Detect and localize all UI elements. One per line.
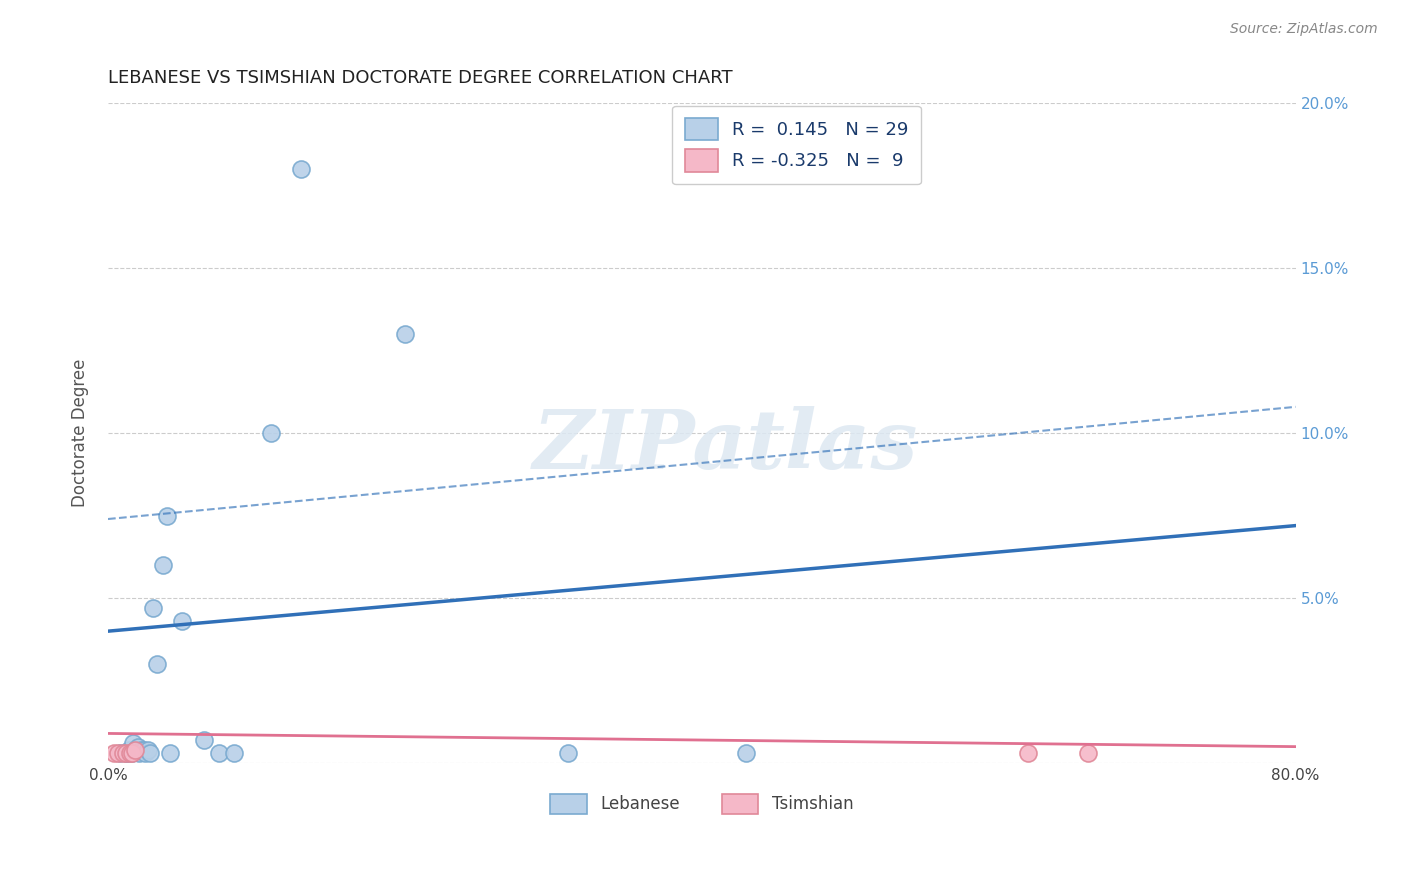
Point (122, 736, 145, 750)
Point (141, 601, 163, 615)
Point (107, 746, 129, 760)
Point (394, 327, 416, 342)
Point (290, 162, 312, 177)
Point (1017, 746, 1039, 760)
Point (121, 746, 143, 760)
Point (159, 746, 181, 760)
Point (114, 746, 136, 760)
Point (111, 746, 134, 760)
Legend: Lebanese, Tsimshian: Lebanese, Tsimshian (544, 787, 860, 821)
Point (103, 746, 125, 760)
Point (172, 614, 194, 628)
Point (152, 558, 174, 573)
Point (735, 746, 758, 760)
Point (128, 746, 150, 760)
Point (138, 746, 160, 760)
Point (117, 746, 139, 760)
Point (156, 508, 179, 523)
Point (118, 743, 141, 757)
Point (124, 743, 146, 757)
Point (260, 426, 283, 441)
Text: LEBANESE VS TSIMSHIAN DOCTORATE DEGREE CORRELATION CHART: LEBANESE VS TSIMSHIAN DOCTORATE DEGREE C… (108, 69, 733, 87)
Y-axis label: Doctorate Degree: Doctorate Degree (72, 359, 89, 508)
Point (208, 746, 231, 760)
Point (136, 743, 159, 757)
Point (224, 746, 246, 760)
Point (193, 733, 215, 747)
Point (114, 746, 136, 760)
Text: ZIPatlas: ZIPatlas (533, 407, 918, 486)
Point (108, 746, 131, 760)
Point (127, 739, 149, 754)
Point (146, 657, 169, 672)
Point (121, 746, 143, 760)
Point (557, 746, 579, 760)
Point (120, 746, 142, 760)
Point (125, 743, 148, 757)
Point (124, 743, 146, 757)
Point (129, 743, 152, 757)
Point (1077, 746, 1099, 760)
Point (134, 746, 156, 760)
Text: Source: ZipAtlas.com: Source: ZipAtlas.com (1230, 22, 1378, 37)
Point (132, 743, 155, 757)
